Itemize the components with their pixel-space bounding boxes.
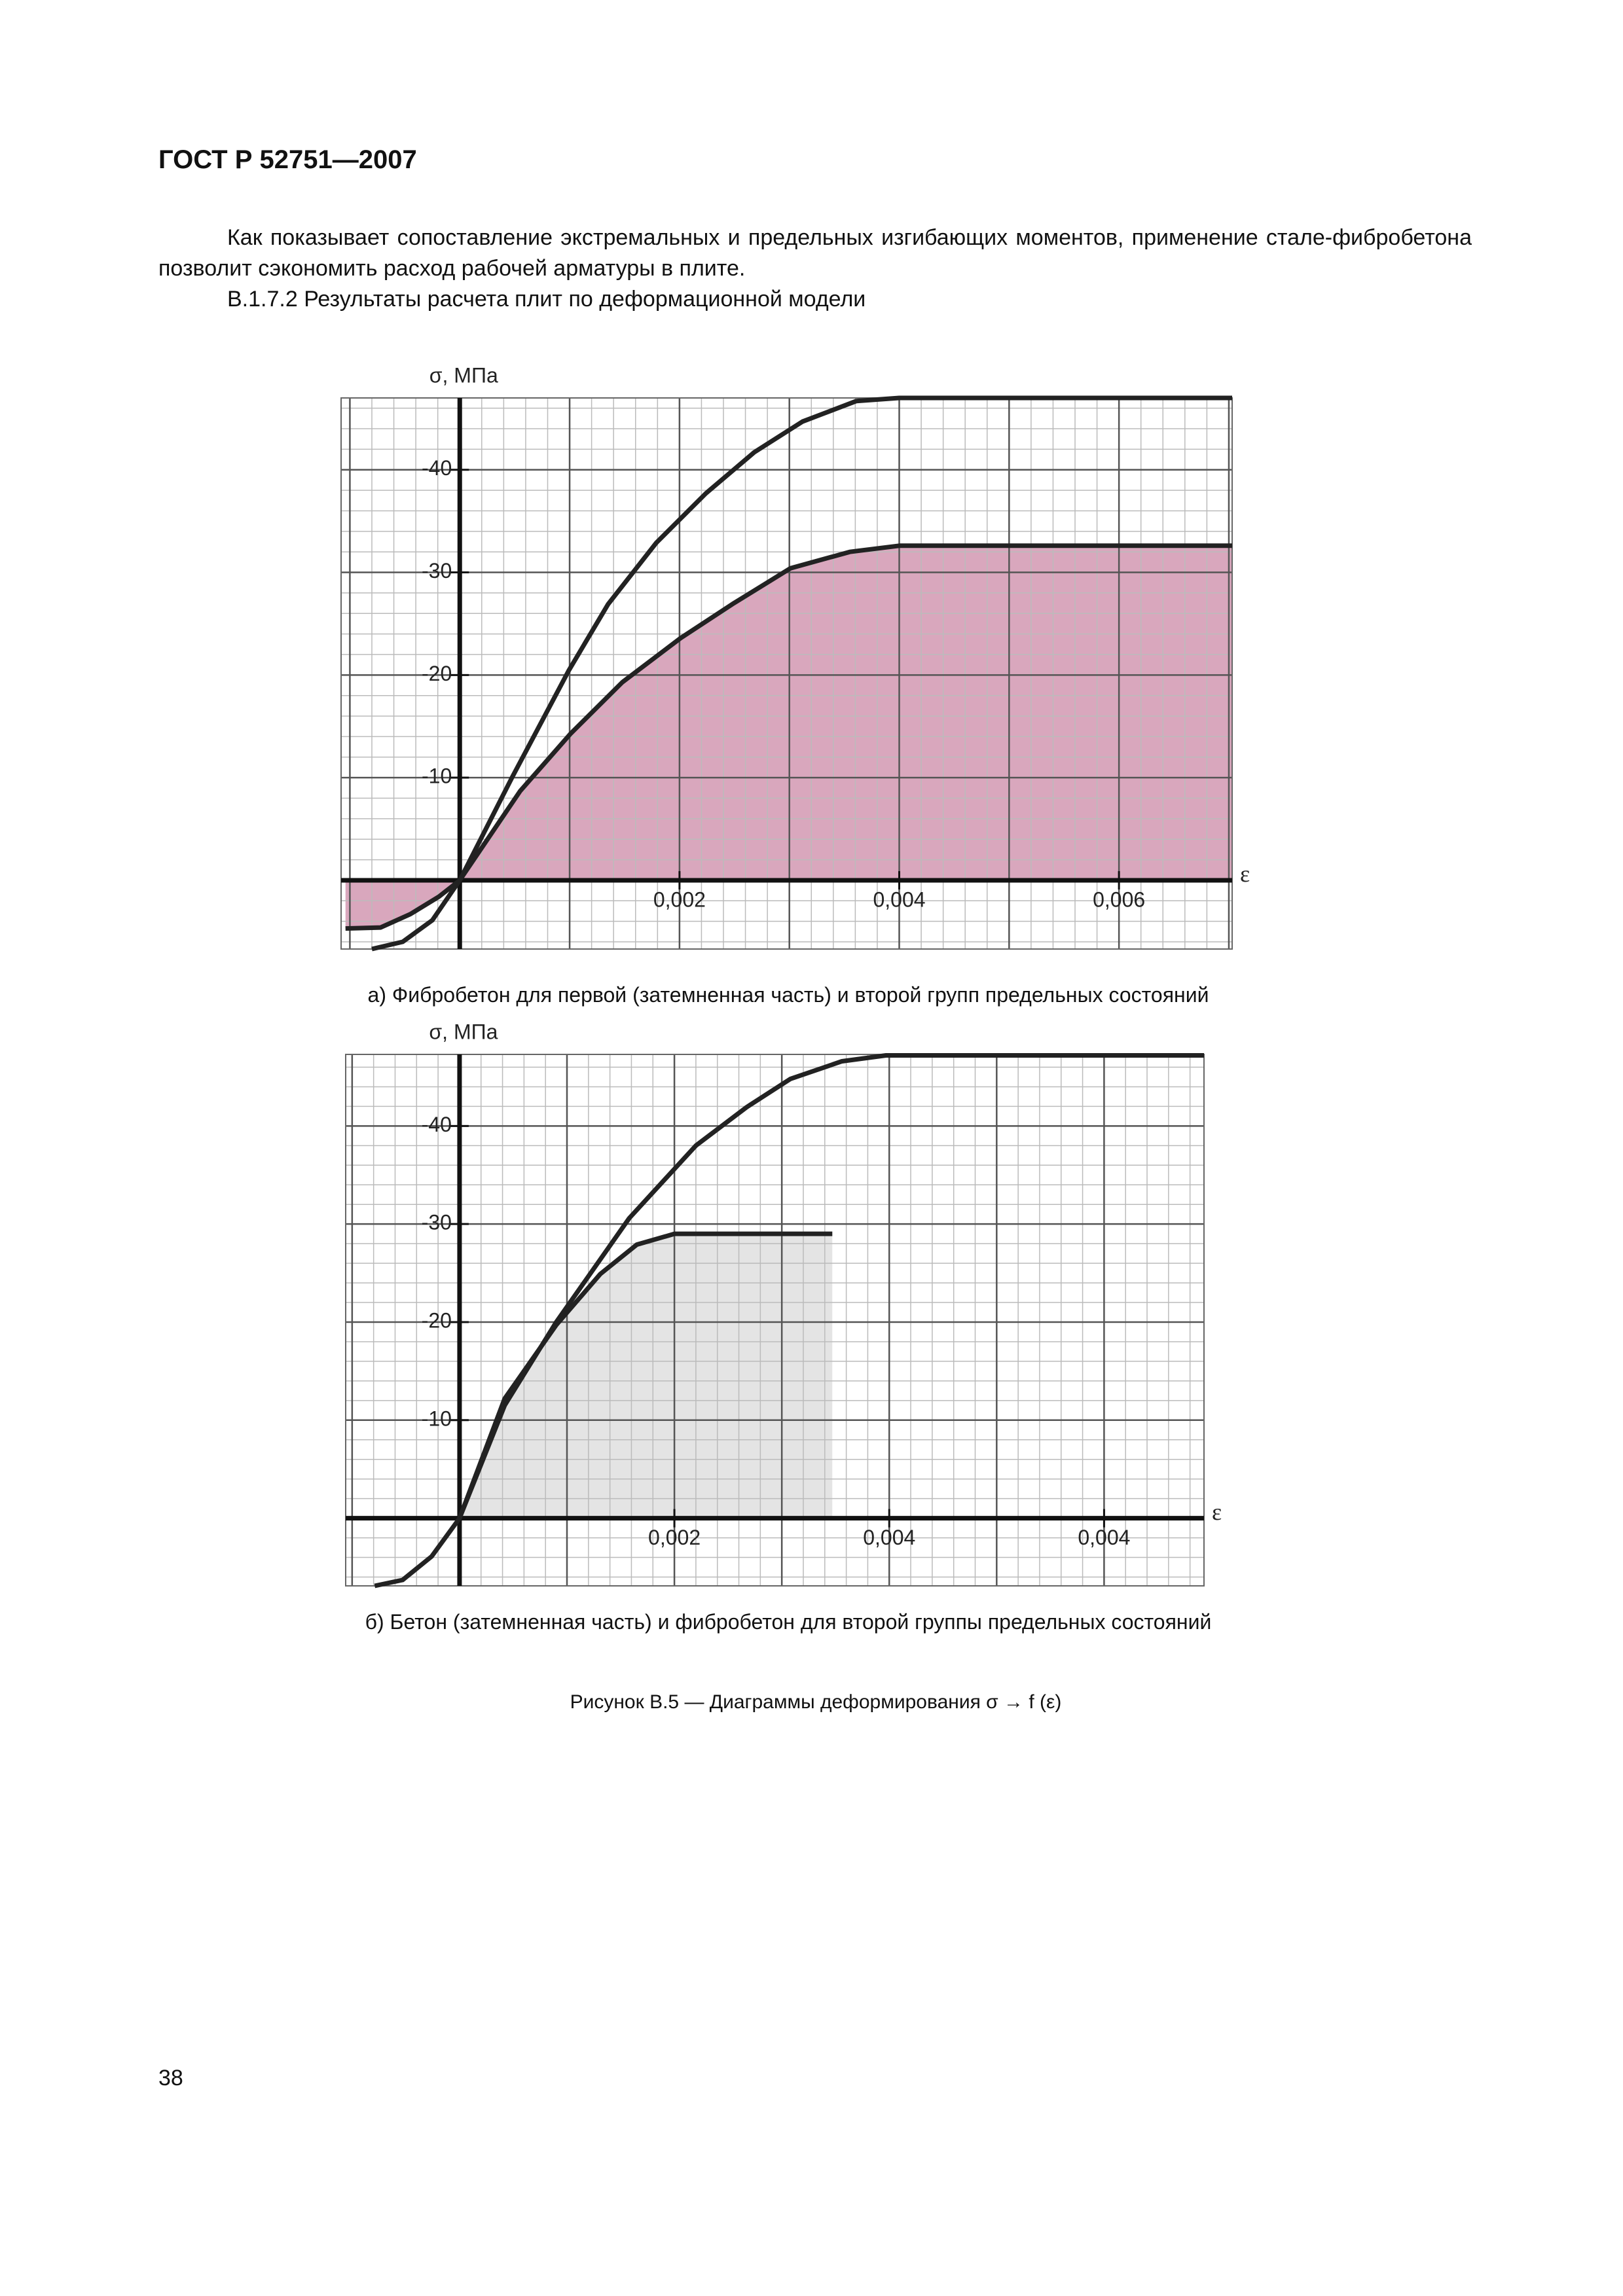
y-tick-label: -10: [422, 764, 452, 788]
curve: [371, 395, 1232, 952]
chart-caption: б) Бетон (затемненная часть) и фибробето…: [365, 1610, 1212, 1634]
chart-caption: а) Фибробетон для первой (затемненная ча…: [367, 983, 1209, 1007]
header-title: ГОСТ Р 52751—2007: [158, 145, 417, 174]
x-axis-label: ε: [1240, 861, 1250, 887]
y-tick-label: -10: [422, 1407, 452, 1430]
x-tick-label: 0,004: [1078, 1526, 1130, 1549]
x-tick-label: 0,002: [653, 888, 706, 911]
y-tick-label: -40: [422, 1113, 452, 1136]
paragraph: В.1.7.2 Результаты расчета плит по дефор…: [227, 287, 866, 312]
plot-frame: [340, 397, 1233, 950]
paragraph: Как показывает сопоставление экстремальн…: [158, 225, 1472, 281]
plot-frame: [345, 1054, 1205, 1587]
y-tick-label: -30: [422, 1211, 452, 1234]
figure-caption: Рисунок В.5 — Диаграммы деформирования σ…: [570, 1691, 1062, 1713]
y-tick-label: -20: [422, 1308, 452, 1332]
page-number: 38: [158, 2066, 183, 2090]
x-tick-label: 0,004: [873, 888, 925, 911]
x-axis-label: ε: [1212, 1499, 1222, 1525]
y-axis-label: σ, МПа: [429, 1020, 498, 1043]
x-tick-label: 0,004: [863, 1526, 915, 1549]
curve: [457, 1231, 833, 1519]
y-tick-label: -40: [422, 456, 452, 480]
curve: [374, 1053, 1204, 1588]
y-tick-label: -30: [422, 559, 452, 583]
curve: [345, 543, 1232, 931]
x-tick-label: 0,006: [1093, 888, 1145, 911]
x-tick-label: 0,002: [648, 1526, 701, 1549]
y-tick-label: -20: [422, 662, 452, 685]
y-axis-label: σ, МПа: [429, 363, 498, 387]
shaded-area: [459, 1234, 833, 1518]
